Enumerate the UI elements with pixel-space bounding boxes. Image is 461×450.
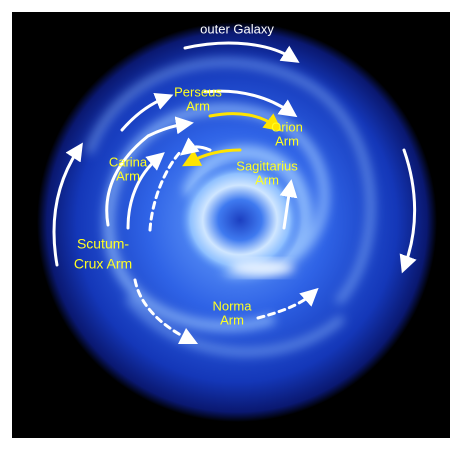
orion-label: Arm (275, 133, 299, 148)
galaxy-core (178, 162, 302, 278)
norma-label: Arm (220, 312, 244, 327)
scutum-crux-label: Crux Arm (74, 256, 132, 272)
norma-label: Norma (212, 298, 252, 313)
carina-label: Carina (109, 154, 148, 169)
sagittarius-label: Arm (255, 172, 279, 187)
perseus-label: Arm (186, 98, 210, 113)
scutum-crux-label: Scutum- (77, 236, 129, 252)
perseus-label: Perseus (174, 84, 222, 99)
orion-label: Orion (271, 119, 303, 134)
outer-galaxy-label: outer Galaxy (200, 21, 274, 36)
bar-glow (230, 260, 294, 276)
carina-label: Arm (116, 168, 140, 183)
sagittarius-label: Sagittarius (236, 158, 298, 173)
arrows (52, 41, 417, 345)
labels: outer GalaxyPerseusArmOrionArmCarinaArmS… (74, 21, 303, 327)
